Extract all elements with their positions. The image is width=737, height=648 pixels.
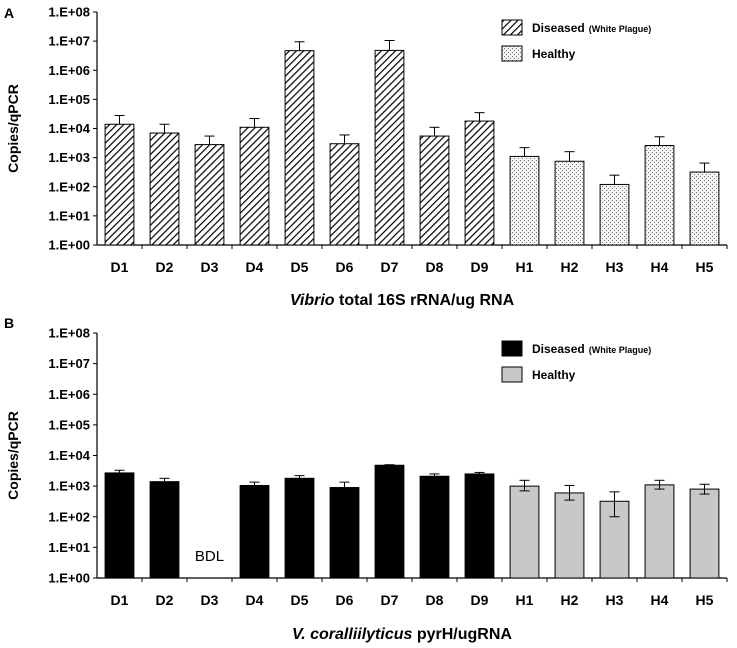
panel-label: A [4,5,14,21]
y-tick-label: 1.E+07 [48,356,90,371]
x-tick-label: H5 [696,259,714,275]
x-tick-label: D9 [471,259,489,275]
x-tick-label: H4 [651,592,669,608]
panel-b: B 1.E+00 1.E+01 1.E+02 1.E+03 1.E+04 1.E+05 1.E… [4,315,728,643]
y-tick-label: 1.E+01 [48,540,90,555]
x-tick-label: D6 [336,592,354,608]
x-tick-label: D8 [426,259,444,275]
bar-D7 [374,464,405,579]
y-tick-label: 1.E+00 [48,238,90,253]
bar-H4 [644,484,675,579]
y-axis-label: Copies/qPCR [5,84,21,173]
bar-D8 [419,135,450,246]
y-tick-label: 1.E+05 [48,92,90,107]
x-tick-label: H3 [606,259,624,275]
y-tick-label: 1.E+03 [48,150,90,165]
bar-D6 [329,143,360,246]
panel-label: B [4,315,14,331]
x-tick-label: D2 [156,259,174,275]
bar-D4 [239,484,270,579]
x-tick-label: D9 [471,592,489,608]
bar-D2 [149,481,180,579]
legend-swatch-diseased [501,19,523,36]
x-tick-label: D1 [111,259,129,275]
y-tick-label: 1.E+00 [48,571,90,586]
x-axis-title: Vibrio total 16S rRNA/ug RNA [290,292,515,309]
y-tick-label: 1.E+06 [48,387,90,402]
bar-H2 [554,160,585,246]
y-tick-label: 1.E+07 [48,34,90,49]
x-tick-label: D2 [156,592,174,608]
y-tick-label: 1.E+02 [48,509,90,524]
legend-swatch-healthy [501,366,523,383]
legend-swatch-healthy [501,45,523,62]
y-axis-label: Copies/qPCR [5,411,21,500]
bar-D9 [464,120,495,246]
x-tick-label: H4 [651,259,669,275]
bdl-annotation: BDL [195,548,224,565]
bar-H1 [509,485,540,579]
x-tick-label: D6 [336,259,354,275]
y-tick-label: 1.E+08 [48,5,90,20]
x-tick-label: D7 [381,259,399,275]
bar-H1 [509,155,540,246]
y-tick-label: 1.E+03 [48,479,90,494]
bar-D1 [104,123,135,246]
x-tick-label: H2 [561,592,579,608]
bar-H5 [689,171,720,246]
bar-H3 [599,183,630,246]
y-tick-label: 1.E+05 [48,417,90,432]
legend-swatch-diseased [501,340,523,357]
legend-label-healthy: Healthy [532,47,576,61]
y-tick-label: 1.E+04 [48,121,90,136]
bar-D8 [419,475,450,579]
bar-D6 [329,487,360,579]
x-tick-label: H5 [696,592,714,608]
x-tick-label: D3 [201,259,219,275]
x-tick-label: H1 [516,259,534,275]
bar-D9 [464,473,495,579]
x-tick-label: D5 [291,259,309,275]
legend-label-diseased: Diseased (White Plague) [532,21,651,35]
y-tick-label: 1.E+02 [48,179,90,194]
y-tick-label: 1.E+08 [48,326,90,341]
x-tick-label: D4 [246,259,264,275]
x-tick-label: D1 [111,592,129,608]
legend-label-healthy: Healthy [532,368,576,382]
x-tick-label: H2 [561,259,579,275]
bar-D1 [104,472,135,579]
bar-H4 [644,145,675,246]
y-tick-label: 1.E+06 [48,63,90,78]
bar-D2 [149,132,180,246]
bar-D3 [194,144,225,246]
bar-D5 [284,50,315,246]
x-axis-title: V. coralliilyticus pyrH/ugRNA [292,626,512,643]
bar-D5 [284,477,315,579]
x-tick-label: H3 [606,592,624,608]
bar-H2 [554,492,585,579]
x-tick-label: D7 [381,592,399,608]
bar-D7 [374,49,405,246]
legend-label-diseased: Diseased (White Plague) [532,342,651,356]
panel-a: A 1.E+00 1.E+01 1.E+02 1.E+03 1.E+04 1.E+05 1.E… [4,5,728,309]
bar-H5 [689,488,720,579]
y-tick-label: 1.E+01 [48,208,90,223]
x-tick-label: D4 [246,592,264,608]
x-tick-label: H1 [516,592,534,608]
x-tick-label: D3 [201,592,219,608]
x-tick-label: D8 [426,592,444,608]
x-tick-label: D5 [291,592,309,608]
y-tick-label: 1.E+04 [48,448,90,463]
bar-D4 [239,126,270,246]
